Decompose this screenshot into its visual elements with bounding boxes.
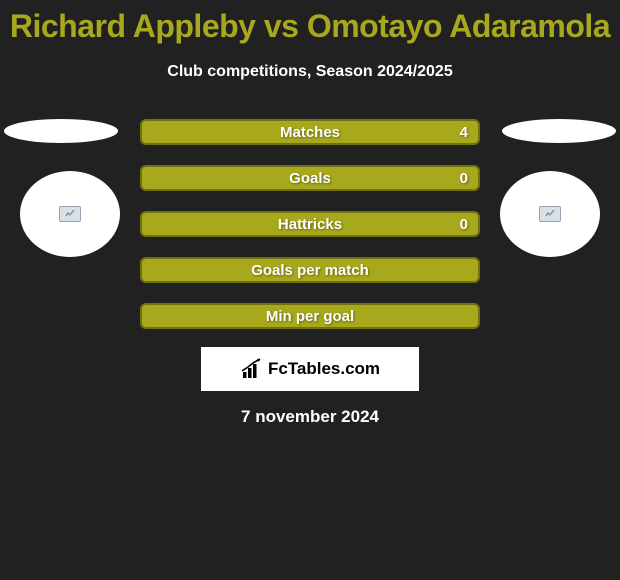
stat-right-value: 0 — [460, 170, 468, 187]
stat-label: Goals per match — [251, 262, 369, 279]
page-title: Richard Appleby vs Omotayo Adaramola — [0, 0, 620, 45]
stat-row-matches: Matches 4 — [140, 119, 480, 145]
stat-row-goals: Goals 0 — [140, 165, 480, 191]
crest-placeholder-icon — [539, 206, 561, 222]
stat-row-goals-per-match: Goals per match — [140, 257, 480, 283]
stat-bars: Matches 4 Goals 0 Hattricks 0 Goals per … — [140, 119, 480, 329]
stat-label: Min per goal — [266, 308, 354, 325]
stat-right-value: 0 — [460, 216, 468, 233]
crest-placeholder-icon — [59, 206, 81, 222]
comparison-arena: Matches 4 Goals 0 Hattricks 0 Goals per … — [0, 119, 620, 329]
stat-row-hattricks: Hattricks 0 — [140, 211, 480, 237]
player-left-shadow — [4, 119, 118, 143]
source-logo-text: FcTables.com — [268, 359, 380, 379]
stat-label: Goals — [289, 170, 331, 187]
avatar-right — [500, 171, 600, 257]
source-logo: FcTables.com — [201, 347, 419, 391]
stat-right-value: 4 — [460, 124, 468, 141]
fctables-chart-icon — [240, 358, 266, 380]
player-right-shadow — [502, 119, 616, 143]
stat-row-min-per-goal: Min per goal — [140, 303, 480, 329]
subtitle: Club competitions, Season 2024/2025 — [0, 63, 620, 81]
snapshot-date: 7 november 2024 — [0, 407, 620, 427]
avatar-left — [20, 171, 120, 257]
stat-label: Matches — [280, 124, 340, 141]
stat-label: Hattricks — [278, 216, 342, 233]
